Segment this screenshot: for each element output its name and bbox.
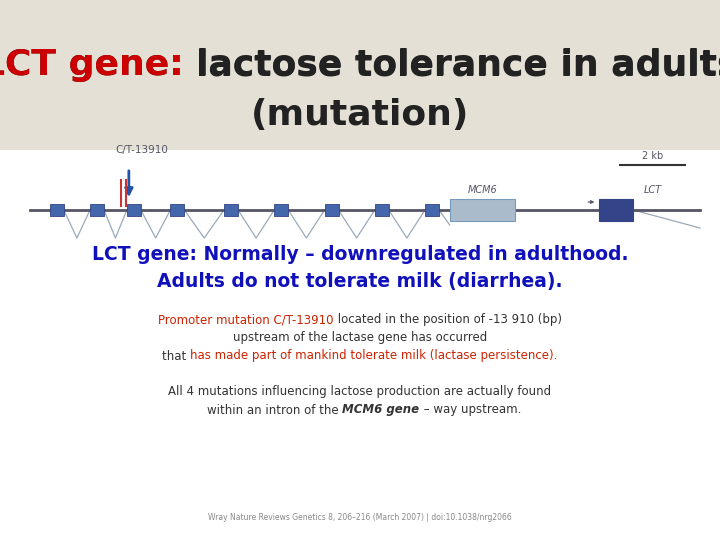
- Text: that: that: [162, 349, 190, 362]
- Text: 2 kb: 2 kb: [642, 151, 663, 161]
- Bar: [325, 204, 338, 216]
- Text: C/T-13910: C/T-13910: [116, 145, 168, 155]
- Text: lactose tolerance in adults: lactose tolerance in adults: [196, 48, 720, 82]
- Text: Adults do not tolerate milk (diarrhea).: Adults do not tolerate milk (diarrhea).: [157, 273, 563, 292]
- Bar: [374, 204, 389, 216]
- Bar: [450, 199, 515, 221]
- Bar: [90, 204, 104, 216]
- Text: located in the position of -13 910 (bp): located in the position of -13 910 (bp): [334, 314, 562, 327]
- Bar: [50, 204, 64, 216]
- Text: LCT gene: Normally – downregulated in adulthood.: LCT gene: Normally – downregulated in ad…: [91, 246, 629, 265]
- Bar: [425, 204, 439, 216]
- Text: – way upstream.: – way upstream.: [420, 403, 521, 416]
- Bar: [0, 0, 720, 150]
- Text: MCM6: MCM6: [467, 185, 497, 195]
- Bar: [599, 199, 634, 221]
- Text: LCT gene:: LCT gene:: [0, 48, 196, 82]
- Bar: [224, 204, 238, 216]
- Text: Wray Nature Reviews Genetics 8, 206–216 (March 2007) | doi:10.1038/nrg2066: Wray Nature Reviews Genetics 8, 206–216 …: [208, 514, 512, 523]
- Bar: [171, 204, 184, 216]
- Bar: [127, 204, 141, 216]
- Text: Promoter mutation C/T-13910: Promoter mutation C/T-13910: [158, 314, 334, 327]
- Bar: [274, 204, 288, 216]
- Text: (mutation): (mutation): [251, 98, 469, 132]
- Text: within an intron of the: within an intron of the: [207, 403, 343, 416]
- Text: All 4 mutations influencing lactose production are actually found: All 4 mutations influencing lactose prod…: [168, 386, 552, 399]
- Text: MCM6 gene: MCM6 gene: [343, 403, 420, 416]
- Text: upstream of the lactase gene has occurred: upstream of the lactase gene has occurre…: [233, 332, 487, 345]
- Text: has made part of mankind tolerate milk (lactase persistence).: has made part of mankind tolerate milk (…: [190, 349, 558, 362]
- Text: LCT: LCT: [643, 185, 662, 195]
- Text: LCT gene: lactose tolerance in adults: LCT gene: lactose tolerance in adults: [0, 48, 720, 82]
